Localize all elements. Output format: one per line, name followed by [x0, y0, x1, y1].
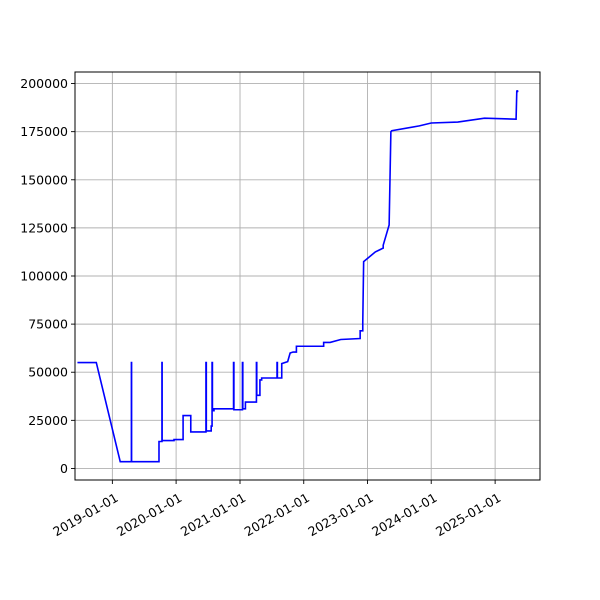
y-tick-label: 50000 [28, 365, 68, 380]
y-tick-label: 150000 [20, 172, 68, 187]
series-layer [77, 90, 519, 463]
y-tick-label: 100000 [20, 269, 68, 284]
series-line [77, 90, 518, 463]
y-tick-label: 25000 [28, 413, 68, 428]
y-tick-label: 200000 [20, 76, 68, 91]
y-tick-label: 75000 [28, 317, 68, 332]
y-tick-label: 0 [60, 461, 68, 476]
series-end-point [516, 90, 519, 93]
grid [75, 72, 540, 480]
y-tick-label: 175000 [20, 124, 68, 139]
y-tick-label: 125000 [20, 220, 68, 235]
